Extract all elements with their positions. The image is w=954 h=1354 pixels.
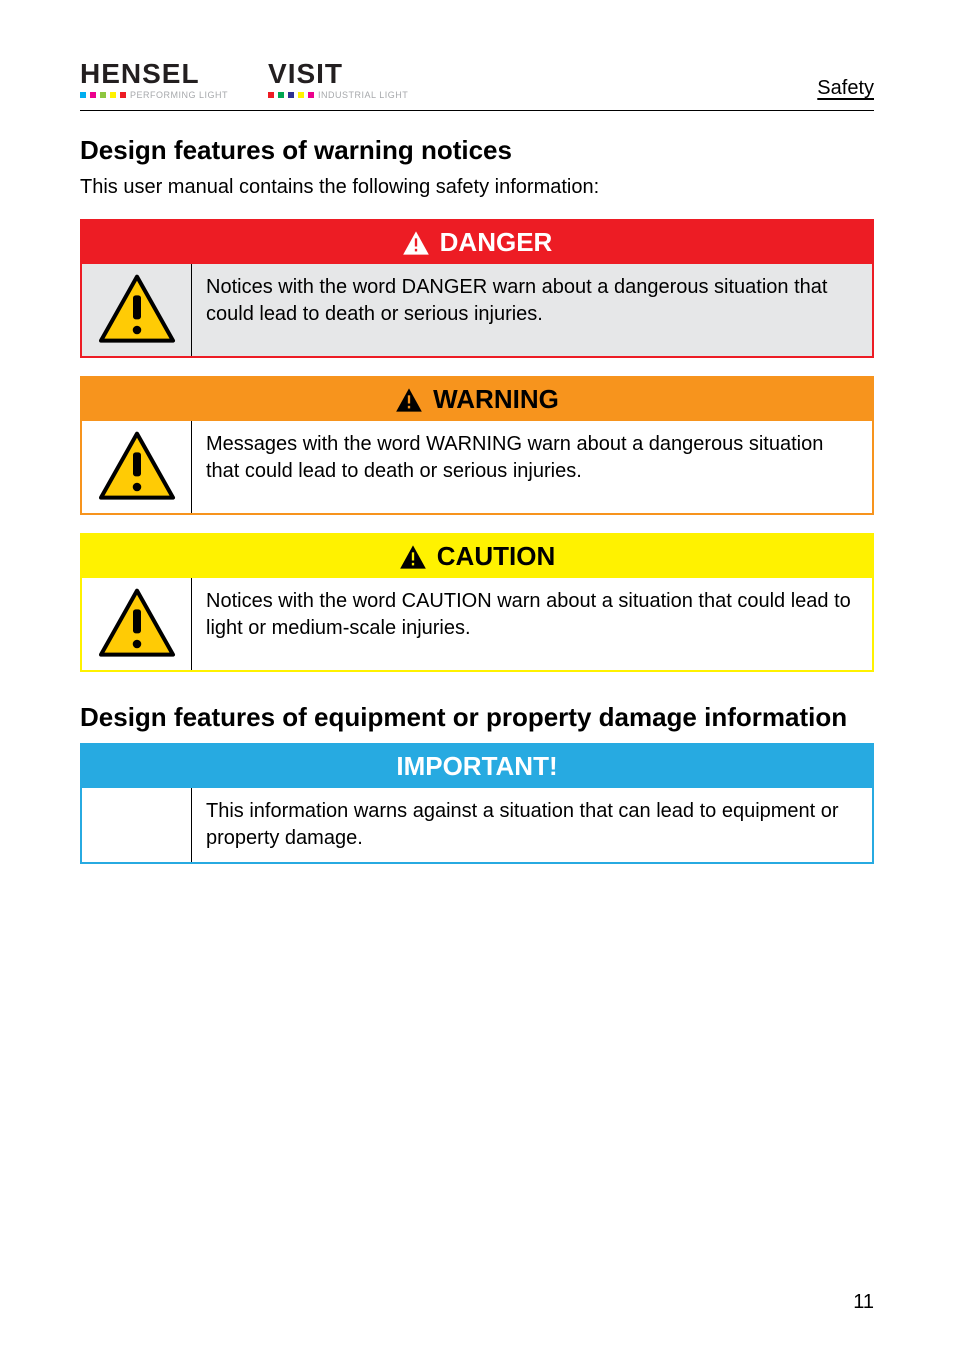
logos: HENSEL PERFORMING LIGHT VISIT (80, 60, 408, 100)
caution-label: CAUTION (437, 541, 555, 572)
warning-box: WARNING Messages with the word WARNING w… (80, 376, 874, 515)
logo-square (268, 92, 274, 98)
warning-triangle-icon (97, 588, 177, 660)
warning-triangle-icon (395, 387, 423, 413)
important-icon-cell (82, 788, 192, 862)
important-text: This information warns against a situati… (192, 788, 872, 862)
important-header: IMPORTANT! (82, 745, 872, 788)
warning-triangle-icon (97, 274, 177, 346)
important-body: This information warns against a situati… (82, 788, 872, 862)
section2-title: Design features of equipment or property… (80, 702, 874, 733)
warning-label: WARNING (433, 384, 559, 415)
logo-square (120, 92, 126, 98)
header-divider (80, 110, 874, 111)
danger-text: Notices with the word DANGER warn about … (192, 264, 872, 356)
danger-label: DANGER (440, 227, 553, 258)
logo-visit-main: VISIT (268, 60, 408, 88)
danger-box: DANGER Notices with the word DANGER warn… (80, 219, 874, 358)
caution-body: Notices with the word CAUTION warn about… (82, 578, 872, 670)
danger-body: Notices with the word DANGER warn about … (82, 264, 872, 356)
logo-square (90, 92, 96, 98)
logo-hensel: HENSEL PERFORMING LIGHT (80, 60, 228, 100)
warning-triangle-icon (402, 230, 430, 256)
logo-visit: VISIT INDUSTRIAL LIGHT (268, 60, 408, 100)
caution-box: CAUTION Notices with the word CAUTION wa… (80, 533, 874, 672)
important-label: IMPORTANT! (396, 751, 557, 782)
important-box: IMPORTANT! This information warns agains… (80, 743, 874, 864)
warning-triangle-icon (97, 431, 177, 503)
logo-square (308, 92, 314, 98)
header-section-label: Safety (817, 77, 874, 100)
section1-intro: This user manual contains the following … (80, 176, 874, 199)
caution-header: CAUTION (82, 535, 872, 578)
logo-square (100, 92, 106, 98)
warning-text: Messages with the word WARNING warn abou… (192, 421, 872, 513)
section1-title: Design features of warning notices (80, 135, 874, 166)
logo-square (298, 92, 304, 98)
danger-header: DANGER (82, 221, 872, 264)
warning-header: WARNING (82, 378, 872, 421)
logo-square (288, 92, 294, 98)
warning-body: Messages with the word WARNING warn abou… (82, 421, 872, 513)
logo-square (110, 92, 116, 98)
logo-visit-sub: INDUSTRIAL LIGHT (318, 90, 408, 100)
logo-square (80, 92, 86, 98)
logo-hensel-sub-row: PERFORMING LIGHT (80, 90, 228, 100)
caution-icon-cell (82, 578, 192, 670)
logo-hensel-main: HENSEL (80, 60, 228, 88)
warning-icon-cell (82, 421, 192, 513)
page-number: 11 (853, 1291, 874, 1314)
danger-icon-cell (82, 264, 192, 356)
logo-visit-sub-row: INDUSTRIAL LIGHT (268, 90, 408, 100)
logo-square (278, 92, 284, 98)
logo-hensel-sub: PERFORMING LIGHT (130, 90, 228, 100)
caution-text: Notices with the word CAUTION warn about… (192, 578, 872, 670)
warning-triangle-icon (399, 544, 427, 570)
header-row: HENSEL PERFORMING LIGHT VISIT (80, 60, 874, 100)
